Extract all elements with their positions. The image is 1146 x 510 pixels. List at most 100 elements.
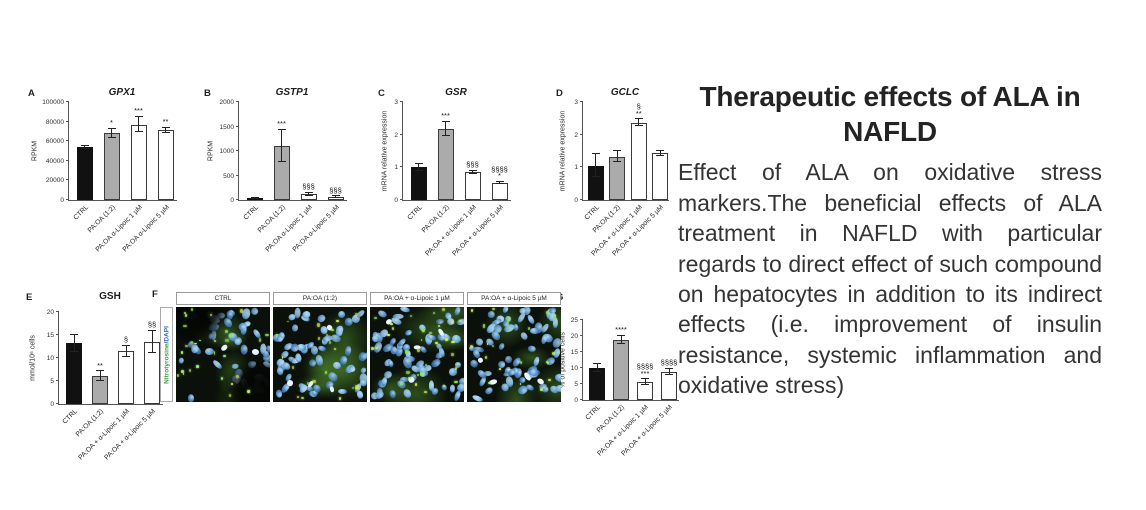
nitrotyrosine-speckle	[292, 366, 294, 369]
nitrotyrosine-speckle	[188, 368, 192, 372]
error-cap	[122, 344, 130, 346]
y-tick-label: 2000	[219, 99, 234, 106]
nitrotyrosine-speckle	[552, 351, 555, 355]
nitrotyrosine-speckle	[424, 364, 427, 366]
nitrotyrosine-speckle	[422, 328, 426, 332]
bar	[491, 183, 508, 200]
nitrotyrosine-speckle	[444, 338, 448, 342]
nitrotyrosine-speckle	[191, 308, 194, 311]
error-bar	[644, 379, 646, 385]
nitrotyrosine-speckle	[506, 320, 510, 324]
nitrotyrosine-speckle	[416, 348, 420, 352]
y-tick-mark	[580, 101, 583, 102]
error-bar	[595, 154, 597, 178]
error-cap	[80, 144, 89, 146]
nitrotyrosine-speckle	[405, 350, 409, 354]
y-tick-label: 0	[50, 401, 54, 408]
y-tick-mark	[580, 399, 583, 400]
image-title: CTRL	[176, 292, 270, 305]
cell-nucleus	[249, 307, 260, 317]
nitrotyrosine-speckle	[195, 365, 200, 368]
cell-nucleus	[493, 324, 502, 334]
nitrotyrosine-speckle	[454, 380, 458, 383]
nitrotyrosine-speckle	[180, 369, 185, 374]
y-tick-mark	[580, 367, 583, 368]
y-tick-label: 20000	[45, 177, 64, 185]
nitrotyrosine-speckle	[407, 376, 412, 379]
panel-b-chart: B GSTP1 RPKM 0 500 1000 1500 2000 CTRL *** PA:OA (…	[204, 86, 376, 276]
nitrotyrosine-speckle	[492, 307, 495, 311]
significance-label: §§§§ ***	[636, 362, 654, 378]
error-bar	[111, 128, 112, 138]
nitrotyrosine-speckle	[528, 327, 531, 330]
panel-letter: E	[26, 292, 33, 303]
nitrotyrosine-speckle	[276, 334, 278, 337]
y-tick-label: 5	[50, 378, 54, 385]
error-cap	[617, 343, 625, 344]
nitrotyrosine-speckle	[258, 338, 262, 342]
nitrotyrosine-speckle	[181, 351, 183, 354]
error-cap	[656, 154, 665, 156]
article: Therapeutic effects of ALA in NAFLD Effe…	[678, 80, 1102, 400]
error-cap	[641, 383, 649, 385]
nitrotyrosine-speckle	[420, 339, 423, 341]
plot-area: 0 5 10 15 20 CTRL ** PA:OA (1:2) § PA:OA + α-Lipo…	[47, 309, 163, 462]
nitrotyrosine-speckle	[213, 351, 216, 355]
panel-g-chart: G% of positive cells0510152025CTRL****PA…	[556, 290, 679, 490]
bar	[130, 124, 147, 200]
chart-title: GSTP1	[275, 87, 309, 98]
y-axis-label: mRNA relative expression	[381, 110, 389, 192]
bar	[118, 351, 134, 404]
significance-label: ***	[277, 119, 286, 129]
significance-label: **	[162, 117, 169, 127]
nitrotyrosine-speckle	[457, 362, 460, 365]
error-cap	[656, 150, 665, 151]
panel-letter: D	[556, 88, 563, 99]
cytoplasm-haze	[511, 346, 553, 370]
nitrotyrosine-speckle	[223, 355, 226, 358]
nitrotyrosine-speckle	[409, 314, 413, 317]
bar	[76, 147, 93, 200]
nitrotyrosine-speckle	[546, 361, 549, 365]
y-tick-mark	[400, 166, 403, 168]
nitrotyrosine-speckle	[373, 316, 378, 319]
error-cap	[591, 176, 600, 178]
image-title: PA:OA (1:2)	[273, 292, 367, 305]
cell-nucleus	[529, 327, 539, 335]
error-cap	[134, 131, 143, 133]
nitrotyrosine-speckle	[540, 387, 543, 392]
nitrotyrosine-speckle	[428, 332, 433, 335]
bar	[609, 156, 626, 200]
error-cap	[96, 380, 104, 382]
error-cap	[277, 161, 286, 163]
y-tick-mark	[66, 101, 69, 102]
panel-f-letter: F	[152, 289, 158, 300]
error-cap	[641, 378, 649, 380]
error-cap	[468, 169, 477, 171]
y-tick-mark	[580, 351, 583, 352]
y-tick-mark	[236, 199, 239, 200]
y-tick-label: 20	[570, 333, 578, 340]
nitrotyrosine-speckle	[198, 339, 202, 342]
cell-nucleus	[475, 337, 485, 347]
significance-label: **	[97, 360, 103, 370]
nitrotyrosine-speckle	[183, 311, 187, 314]
nitrotyrosine-speckle	[519, 383, 522, 385]
cell-nucleus	[390, 346, 398, 355]
error-cap	[250, 196, 259, 198]
error-cap	[634, 118, 643, 120]
y-tick-label: 15	[46, 332, 54, 339]
error-cap	[304, 194, 313, 196]
error-cap	[665, 367, 673, 369]
nitrotyrosine-speckle	[228, 333, 232, 337]
cell-nucleus	[392, 313, 404, 319]
nitrotyrosine-speckle	[210, 314, 213, 317]
nitrotyrosine-dapi-label: Nitrotyrosine/DAPI	[163, 325, 170, 384]
error-cap	[277, 128, 286, 130]
y-tick-mark	[580, 335, 583, 336]
nitrotyrosine-speckle	[325, 370, 327, 374]
nitrotyrosine-speckle	[318, 336, 320, 340]
nitrotyrosine-speckle	[281, 356, 284, 360]
nitrotyrosine-speckle	[451, 320, 455, 324]
bar	[103, 133, 120, 200]
